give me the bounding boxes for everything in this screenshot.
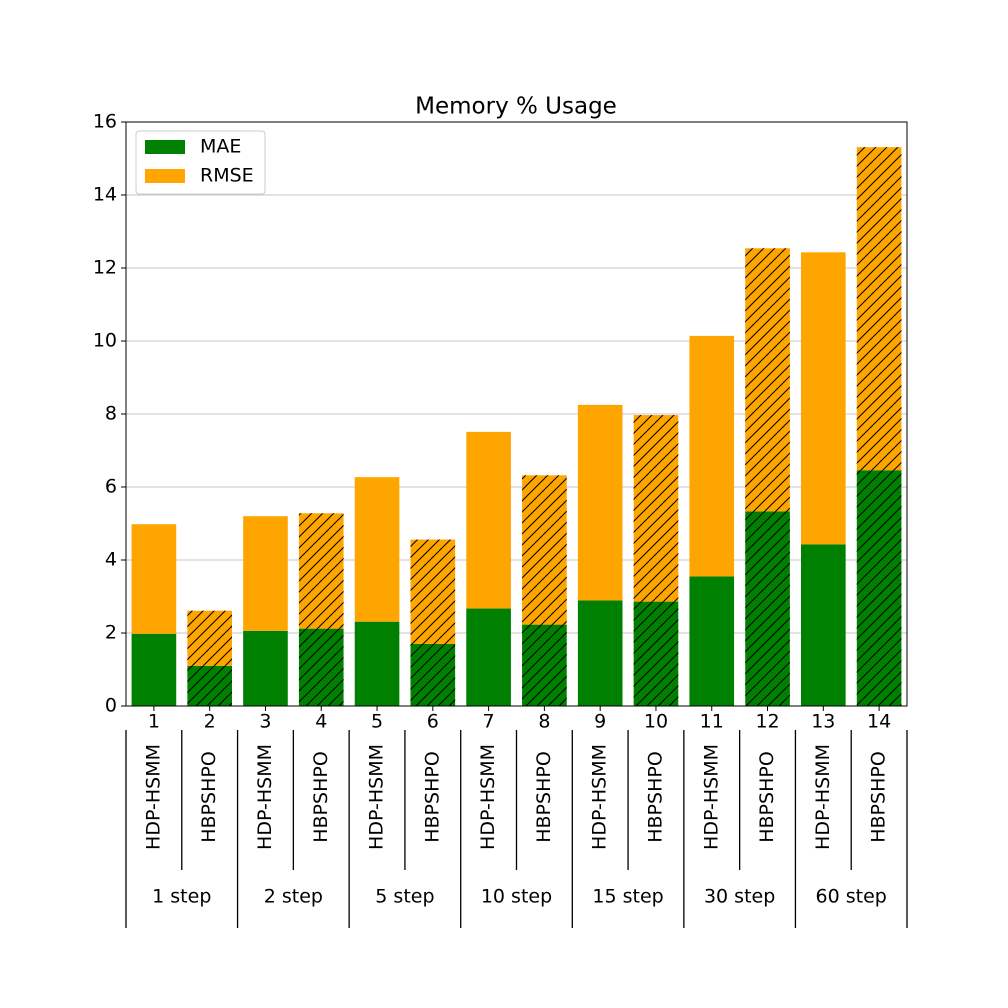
bar-segment xyxy=(466,608,511,706)
method-label: HDP-HSMM xyxy=(477,744,499,850)
legend-label: RMSE xyxy=(200,165,254,187)
bar-segment xyxy=(801,544,846,706)
x-tick-label: 10 xyxy=(644,711,668,733)
x-tick-label: 4 xyxy=(315,711,327,733)
legend-swatch xyxy=(145,169,185,183)
x-tick-label: 12 xyxy=(755,711,779,733)
method-label: HBPSHPO xyxy=(198,751,220,843)
x-tick-label: 7 xyxy=(483,711,495,733)
method-label: HDP-HSMM xyxy=(254,744,276,850)
method-label: HDP-HSMM xyxy=(700,744,722,850)
x-tick-label: 2 xyxy=(204,711,216,733)
method-label: HBPSHPO xyxy=(533,751,555,843)
y-tick-label: 2 xyxy=(105,622,117,644)
hatch xyxy=(298,513,344,629)
y-tick-label: 10 xyxy=(93,330,117,352)
x-tick-label: 11 xyxy=(700,711,724,733)
x-tick-label: 9 xyxy=(594,711,606,733)
bar-segment xyxy=(466,431,511,609)
method-label: HDP-HSMM xyxy=(142,744,164,850)
hatch xyxy=(633,601,679,706)
y-tick-label: 4 xyxy=(105,549,117,571)
hatch xyxy=(522,624,567,706)
hatch xyxy=(187,665,232,706)
x-tick-label: 6 xyxy=(427,711,439,733)
x-tick-label: 8 xyxy=(538,711,550,733)
bar-segment xyxy=(689,576,735,706)
method-label: HBPSHPO xyxy=(756,751,778,843)
hatch xyxy=(745,511,790,706)
hatch xyxy=(633,415,679,602)
hatch xyxy=(522,475,567,625)
method-label: HBPSHPO xyxy=(421,751,443,843)
y-tick-label: 6 xyxy=(105,476,117,498)
chart-title: Memory % Usage xyxy=(415,94,617,120)
method-label: HDP-HSMM xyxy=(366,744,388,850)
bar-segment xyxy=(577,404,623,601)
bar-segment xyxy=(689,335,735,577)
bar-segment xyxy=(131,524,177,634)
hatch xyxy=(187,610,232,666)
bar-segment xyxy=(131,633,177,706)
hatch xyxy=(410,643,456,706)
bar-segment xyxy=(243,516,288,631)
group-label: 30 step xyxy=(704,886,775,908)
bar-segment xyxy=(354,621,400,706)
y-tick-label: 8 xyxy=(105,403,117,425)
hatch xyxy=(410,539,456,644)
group-label: 60 step xyxy=(816,886,887,908)
group-label: 10 step xyxy=(481,886,552,908)
method-label: HBPSHPO xyxy=(310,751,332,843)
hatch xyxy=(745,248,790,512)
x-tick-label: 13 xyxy=(811,711,835,733)
y-tick-label: 0 xyxy=(105,695,117,717)
bar-segment xyxy=(577,600,623,706)
bar-segment xyxy=(801,252,846,545)
legend-label: MAE xyxy=(200,136,241,158)
x-tick-label: 1 xyxy=(148,711,160,733)
method-label: HDP-HSMM xyxy=(812,744,834,850)
hatch xyxy=(856,470,902,706)
x-tick-label: 14 xyxy=(867,711,891,733)
x-tick-label: 3 xyxy=(259,711,271,733)
hatch xyxy=(856,147,902,471)
bar-segment xyxy=(243,630,288,706)
group-label: 1 step xyxy=(152,886,211,908)
method-label: HBPSHPO xyxy=(644,751,666,843)
method-label: HDP-HSMM xyxy=(589,744,611,850)
y-tick-label: 16 xyxy=(93,111,117,133)
hatch xyxy=(298,628,344,706)
group-label: 2 step xyxy=(264,886,323,908)
group-label: 15 step xyxy=(592,886,663,908)
x-tick-label: 5 xyxy=(371,711,383,733)
group-label: 5 step xyxy=(375,886,434,908)
bar-segment xyxy=(354,477,400,622)
legend-swatch xyxy=(145,140,185,154)
method-label: HBPSHPO xyxy=(868,751,890,843)
y-tick-label: 14 xyxy=(93,184,117,206)
y-tick-label: 12 xyxy=(93,257,117,279)
